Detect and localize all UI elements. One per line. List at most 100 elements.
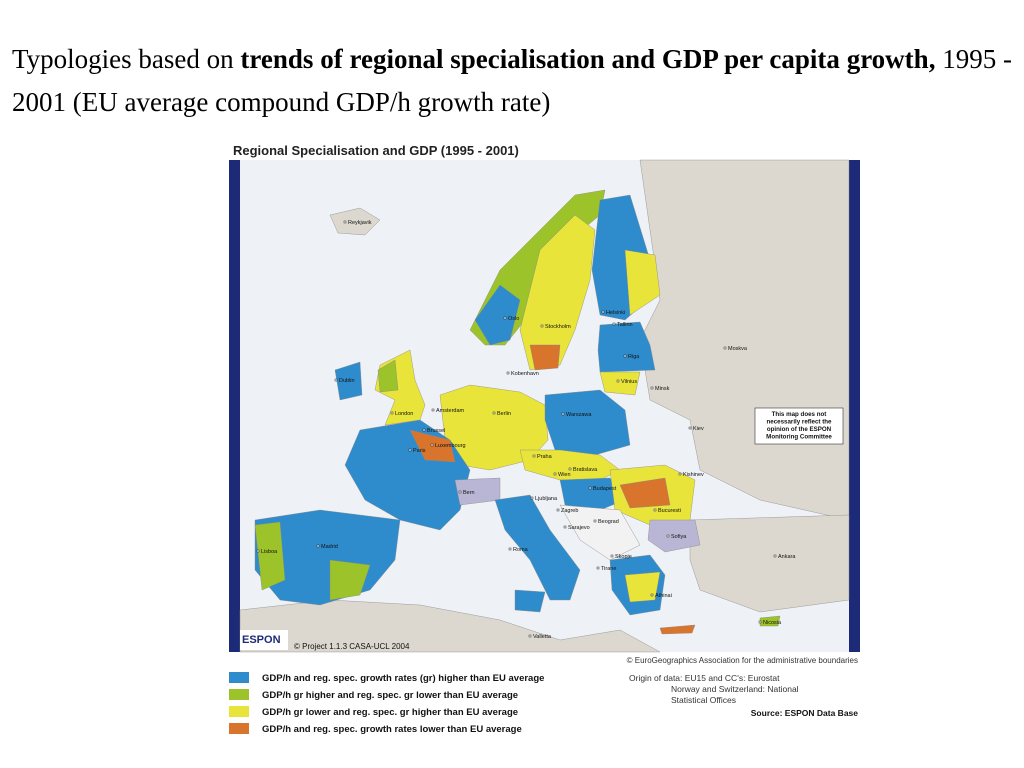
boundaries: © EuroGeographics Association for the ad… <box>627 656 858 665</box>
city-label: London <box>395 411 413 417</box>
heading: Typologies based on trends of regional s… <box>12 38 1012 124</box>
city-dot <box>503 316 507 320</box>
city-dot <box>540 324 544 328</box>
city-dot <box>492 411 496 415</box>
legend-label: GDP/h and reg. spec. growth rates (gr) h… <box>262 673 544 684</box>
heading-bold: trends of regional specialisation and GD… <box>240 44 936 74</box>
city-dot <box>316 544 320 548</box>
city-label: Sarajevo <box>568 525 590 531</box>
city-label: Helsinki <box>606 310 625 316</box>
city-dot <box>758 620 762 624</box>
city-label: Ljubljana <box>535 496 558 502</box>
city-dot <box>612 322 616 326</box>
city-label: Reykjavik <box>348 220 372 226</box>
city-label: Nicosia <box>763 620 782 626</box>
city-label: Valletta <box>533 634 552 640</box>
city-dot <box>553 472 557 476</box>
city-label: Vilnius <box>621 379 637 385</box>
city-label: Kobenhavn <box>511 371 539 377</box>
city-label: Skopje <box>615 554 632 560</box>
city-label: Warszawa <box>566 412 592 418</box>
city-dot <box>563 525 567 529</box>
legend-swatch <box>229 672 249 683</box>
legend-label: GDP/h and reg. spec. growth rates lower … <box>262 724 522 735</box>
city-dot <box>596 566 600 570</box>
city-dot <box>723 346 727 350</box>
copyright: © Project 1.1.3 CASA-UCL 2004 <box>294 642 410 651</box>
city-label: Ankara <box>778 554 796 560</box>
city-label: Luxembourg <box>435 443 466 449</box>
city-label: Bern <box>463 490 475 496</box>
frame <box>849 160 860 652</box>
city-label: Moskva <box>728 346 748 352</box>
note-line: opinion of the ESPON <box>767 426 832 433</box>
city-dot <box>528 634 532 638</box>
city-label: Beograd <box>598 519 619 525</box>
city-label: Stockholm <box>545 324 571 330</box>
city-label: Praha <box>537 454 553 460</box>
city-label: Lisboa <box>261 549 278 555</box>
city-dot <box>561 412 565 416</box>
note-line: necessarily reflect the <box>766 419 832 426</box>
city-label: Budapest <box>593 486 617 492</box>
city-dot <box>588 486 592 490</box>
city-label: Roma <box>513 547 529 553</box>
city-dot <box>650 593 654 597</box>
city-label: Amsterdam <box>436 408 465 414</box>
city-label: Tirane <box>601 566 616 572</box>
city-label: Madrid <box>321 544 338 550</box>
city-dot <box>256 549 260 553</box>
city-dot <box>508 547 512 551</box>
city-dot <box>431 408 435 412</box>
note-line: This map does not <box>772 411 827 418</box>
city-dot <box>653 508 657 512</box>
source-line: Norway and Switzerland: National <box>671 684 799 694</box>
city-dot <box>610 554 614 558</box>
city-dot <box>422 428 426 432</box>
logo-box <box>240 630 288 650</box>
legend-swatch <box>229 706 249 717</box>
logo: ESPON <box>242 634 281 646</box>
legend-swatch <box>229 723 249 734</box>
city-label: Berlin <box>497 411 511 417</box>
map-title: Regional Specialisation and GDP (1995 - … <box>233 143 519 158</box>
city-dot <box>556 508 560 512</box>
city-dot <box>678 472 682 476</box>
city-dot <box>408 448 412 452</box>
city-label: Bratislava <box>573 467 598 473</box>
city-dot <box>506 371 510 375</box>
city-label: Kiev <box>693 426 704 432</box>
city-dot <box>390 411 394 415</box>
city-label: Bucuresti <box>658 508 681 514</box>
legend-label: GDP/h gr lower and reg. spec. gr higher … <box>262 707 518 718</box>
frame <box>229 160 240 652</box>
city-dot <box>334 378 338 382</box>
city-dot <box>773 554 777 558</box>
city-dot <box>568 467 572 471</box>
city-label: Kishinev <box>683 472 704 478</box>
city-label: Wien <box>558 472 571 478</box>
city-label: Minsk <box>655 386 670 392</box>
heading-text: Typologies based on <box>12 44 241 74</box>
source-line: Statistical Offices <box>671 695 736 705</box>
city-label: Tallinn <box>617 322 633 328</box>
city-dot <box>532 454 536 458</box>
city-label: Oslo <box>508 316 519 322</box>
city-dot <box>623 354 627 358</box>
city-label: Zagreb <box>561 508 578 514</box>
city-dot <box>666 534 670 538</box>
source-base: Source: ESPON Data Base <box>751 708 859 718</box>
city-label: Riga <box>628 354 640 360</box>
legend-label: GDP/h gr higher and reg. spec. gr lower … <box>262 690 518 701</box>
city-dot <box>616 379 620 383</box>
city-label: Paris <box>413 448 426 454</box>
source-line: Origin of data: EU15 and CC's: Eurostat <box>629 673 780 683</box>
city-dot <box>593 519 597 523</box>
city-label: Brussel <box>427 428 445 434</box>
city-dot <box>430 443 434 447</box>
city-dot <box>688 426 692 430</box>
city-label: Athinai <box>655 593 672 599</box>
note-box <box>754 407 844 445</box>
